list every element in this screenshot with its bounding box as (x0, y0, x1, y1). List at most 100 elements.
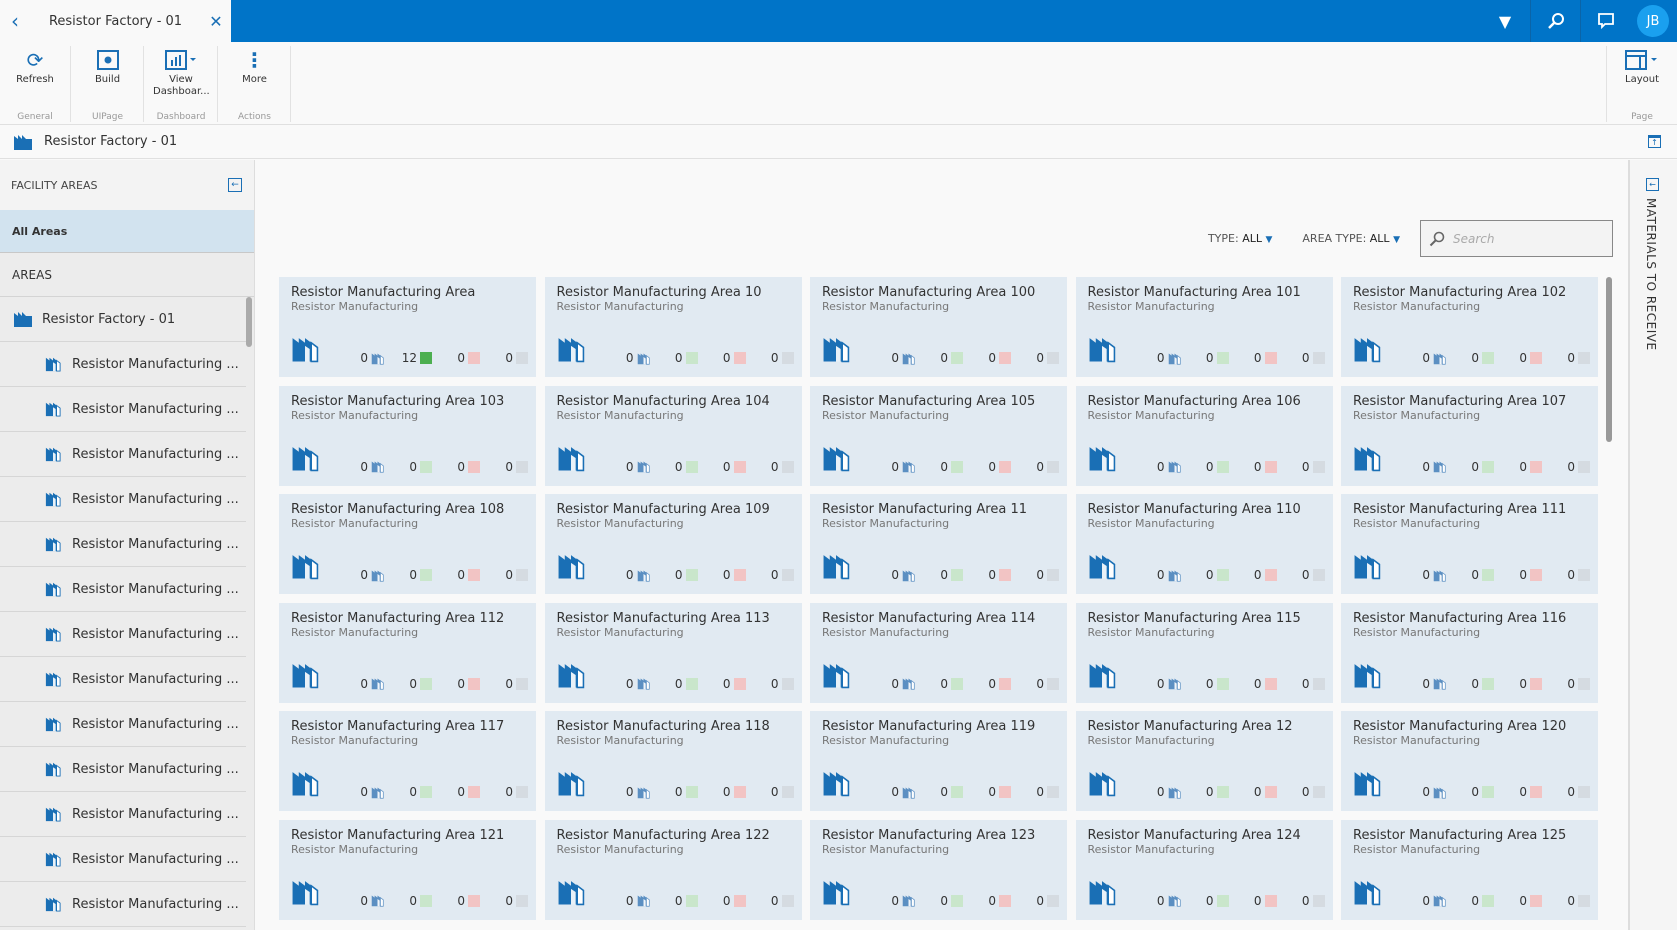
idle-status-icon (516, 677, 528, 690)
tree-item-area[interactable]: Resistor Manufacturing ... (0, 342, 246, 387)
active-status-icon (1216, 677, 1229, 690)
area-card[interactable]: Resistor Manufacturing Area 101 Resistor… (1075, 277, 1333, 377)
area-card[interactable]: Resistor Manufacturing Area 104 Resistor… (544, 385, 802, 486)
area-card[interactable]: Resistor Manufacturing Area 116 Resistor… (1341, 602, 1598, 703)
area-icon (291, 769, 319, 801)
count: 0 (1494, 351, 1542, 365)
more-button[interactable]: ⋮ More (220, 46, 290, 86)
main-scrollbar[interactable] (1606, 277, 1612, 442)
card-subtitle: Resistor Manufacturing (822, 734, 950, 747)
chat-icon[interactable] (1580, 0, 1630, 42)
count: 0 (1011, 677, 1059, 691)
area-small-icon (1168, 352, 1181, 365)
area-card[interactable]: Resistor Manufacturing Area 124 Resistor… (1075, 819, 1333, 920)
top-bar: ‹ Resistor Factory - 01 ✕ ▼ JB (0, 0, 1677, 42)
count: 0 (650, 351, 698, 365)
area-small-icon (902, 786, 915, 799)
dropdown-caret-icon[interactable]: ▼ (1498, 11, 1512, 31)
area-card[interactable]: Resistor Manufacturing Area 112 Resistor… (279, 602, 536, 703)
area-card[interactable]: Resistor Manufacturing Area 111 Resistor… (1341, 494, 1598, 594)
idle-status-icon (1047, 460, 1059, 473)
idle-status-icon (1578, 460, 1590, 473)
card-subtitle: Resistor Manufacturing (822, 300, 950, 313)
area-card[interactable]: Resistor Manufacturing Area 123 Resistor… (810, 819, 1067, 920)
tree-item-area[interactable]: Resistor Manufacturing ... (0, 837, 246, 882)
expand-panel-icon[interactable]: ↑ (1648, 135, 1661, 148)
area-card[interactable]: Resistor Manufacturing Area 125 Resistor… (1341, 819, 1598, 920)
area-card[interactable]: Resistor Manufacturing Area 11 Resistor … (810, 494, 1067, 594)
area-small-icon (371, 786, 384, 799)
area-tree: Resistor Factory - 01 Resistor Manufactu… (0, 297, 254, 927)
breadcrumb-label[interactable]: Resistor Factory - 01 (44, 134, 178, 149)
area-card[interactable]: Resistor Manufacturing Area 114 Resistor… (810, 602, 1067, 703)
area-card[interactable]: Resistor Manufacturing Area 12 Resistor … (1075, 711, 1333, 811)
area-card[interactable]: Resistor Manufacturing Area 122 Resistor… (544, 819, 802, 920)
card-subtitle: Resistor Manufacturing (291, 517, 419, 530)
search-input[interactable]: Search (1420, 220, 1613, 257)
area-card[interactable]: Resistor Manufacturing Area 100 Resistor… (810, 277, 1067, 377)
area-icon (557, 552, 585, 584)
materials-to-receive-panel[interactable]: ← MATERIALS TO RECEIVE (1628, 160, 1677, 930)
error-status-icon (1530, 569, 1542, 581)
area-icon (822, 769, 850, 801)
tree-item-area[interactable]: Resistor Manufacturing ... (0, 657, 246, 702)
expand-panel-icon[interactable]: ← (1646, 178, 1659, 191)
count: 0 (915, 351, 963, 365)
back-icon[interactable]: ‹ (11, 9, 19, 33)
tree-item-factory[interactable]: Resistor Factory - 01 (0, 297, 246, 342)
area-card[interactable]: Resistor Manufacturing Area 117 Resistor… (279, 711, 536, 811)
area-card[interactable]: Resistor Manufacturing Area 119 Resistor… (810, 711, 1067, 811)
avatar[interactable]: JB (1637, 5, 1669, 37)
count: 0 (384, 894, 432, 908)
idle-status-icon (1047, 352, 1059, 364)
tree-item-area[interactable]: Resistor Manufacturing ... (0, 702, 246, 747)
card-subtitle: Resistor Manufacturing (822, 842, 950, 856)
tree-item-area[interactable]: Resistor Manufacturing ... (0, 522, 246, 567)
search-icon[interactable] (1530, 0, 1580, 42)
area-card[interactable]: Resistor Manufacturing Area 107 Resistor… (1341, 385, 1598, 486)
count: 0 (1229, 568, 1277, 582)
tree-item-area[interactable]: Resistor Manufacturing ... (0, 477, 246, 522)
sidebar-item-all-areas[interactable]: All Areas (0, 210, 254, 253)
area-card[interactable]: Resistor Manufacturing Area Resistor Man… (279, 277, 536, 377)
tree-item-area[interactable]: Resistor Manufacturing ... (0, 792, 246, 837)
collapse-sidebar-icon[interactable]: ← (228, 178, 242, 192)
area-icon (1353, 335, 1381, 367)
area-icon (1088, 444, 1116, 476)
close-icon[interactable]: ✕ (209, 11, 223, 31)
refresh-button[interactable]: ⟳ Refresh (0, 46, 70, 86)
area-card[interactable]: Resistor Manufacturing Area 102 Resistor… (1341, 277, 1598, 377)
card-subtitle: Resistor Manufacturing (1087, 625, 1215, 639)
layout-button[interactable]: Layout (1607, 46, 1677, 86)
area-icon (1088, 335, 1116, 367)
area-card[interactable]: Resistor Manufacturing Area 10 Resistor … (544, 277, 802, 377)
tree-item-area[interactable]: Resistor Manufacturing ... (0, 747, 246, 792)
build-button[interactable]: Build (73, 46, 143, 86)
tree-item-area[interactable]: Resistor Manufacturing ... (0, 387, 246, 432)
area-card[interactable]: Resistor Manufacturing Area 121 Resistor… (279, 819, 536, 920)
type-filter[interactable]: TYPE: ALL ▼ (1207, 232, 1273, 245)
count: 0 (1181, 460, 1229, 474)
tree-item-area[interactable]: Resistor Manufacturing ... (0, 432, 246, 477)
tree-item-area[interactable]: Resistor Manufacturing ... (0, 612, 246, 657)
tree-item-area[interactable]: Resistor Manufacturing ... (0, 882, 246, 927)
area-icon (557, 661, 585, 693)
area-type-filter[interactable]: AREA TYPE: ALL ▼ (1302, 232, 1400, 245)
area-card[interactable]: Resistor Manufacturing Area 108 Resistor… (279, 494, 536, 594)
area-card[interactable]: Resistor Manufacturing Area 109 Resistor… (544, 494, 802, 594)
count: 0 (1398, 677, 1446, 691)
area-card[interactable]: Resistor Manufacturing Area 105 Resistor… (810, 385, 1067, 486)
area-card[interactable]: Resistor Manufacturing Area 115 Resistor… (1075, 602, 1333, 703)
area-card[interactable]: Resistor Manufacturing Area 120 Resistor… (1341, 711, 1598, 811)
tree-item-area[interactable]: Resistor Manufacturing ... (0, 567, 246, 612)
active-status-icon (420, 677, 432, 690)
view-dashboard-button[interactable]: View Dashboar... (146, 46, 216, 98)
areas-section-header: AREAS (0, 253, 254, 297)
area-card[interactable]: Resistor Manufacturing Area 106 Resistor… (1075, 385, 1333, 486)
area-card[interactable]: Resistor Manufacturing Area 118 Resistor… (544, 711, 802, 811)
area-card[interactable]: Resistor Manufacturing Area 113 Resistor… (544, 602, 802, 703)
area-card[interactable]: Resistor Manufacturing Area 110 Resistor… (1075, 494, 1333, 594)
page-tab[interactable]: ‹ Resistor Factory - 01 ✕ (0, 0, 231, 42)
area-card[interactable]: Resistor Manufacturing Area 103 Resistor… (279, 385, 536, 486)
sidebar-scrollbar[interactable] (246, 297, 252, 347)
